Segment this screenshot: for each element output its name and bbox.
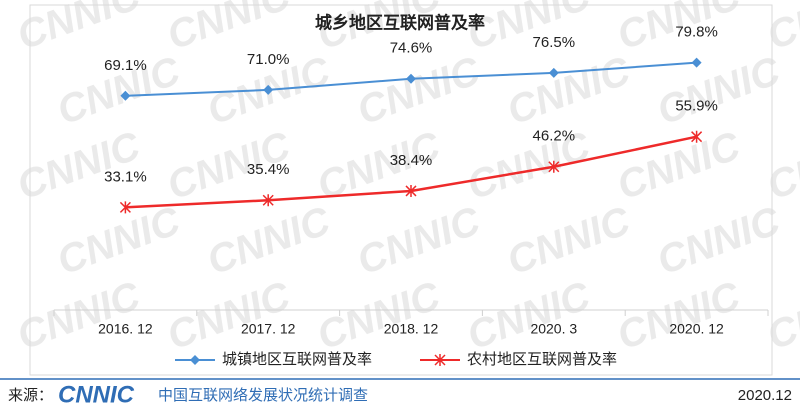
marker <box>119 201 131 214</box>
data-label: 35.4% <box>247 161 290 178</box>
chart-title: 城乡地区互联网普及率 <box>315 12 485 32</box>
data-label: 55.9% <box>675 98 718 115</box>
legend-marker <box>190 355 200 365</box>
watermark: CNNIC <box>612 273 747 358</box>
watermark: CNNIC <box>162 0 297 58</box>
watermark: CNNIC <box>502 48 637 133</box>
watermark: CNNIC <box>312 273 447 358</box>
data-label: 46.2% <box>533 128 576 145</box>
footer-source-text: 中国互联网络发展状况统计调查 <box>158 387 368 404</box>
marker <box>263 84 274 95</box>
watermark: CNNIC <box>762 273 800 358</box>
data-label: 74.6% <box>390 40 433 57</box>
footer-logo: CNNIC <box>58 381 135 408</box>
data-label: 69.1% <box>104 57 147 74</box>
watermark: CNNIC <box>12 0 147 58</box>
data-label: 76.5% <box>533 34 576 51</box>
watermark: CNNIC <box>12 123 147 208</box>
watermark: CNNIC <box>52 198 187 283</box>
watermark: CNNIC <box>162 273 297 358</box>
watermark: CNNIC <box>352 48 487 133</box>
data-label: 33.1% <box>104 168 147 185</box>
marker <box>120 90 131 101</box>
x-tick-label: 2017. 12 <box>241 321 296 337</box>
x-tick-label: 2020. 3 <box>530 321 577 337</box>
marker <box>691 130 703 143</box>
x-tick-label: 2020. 12 <box>669 321 724 337</box>
watermark: CNNIC <box>12 273 147 358</box>
footer-source-label: 来源： <box>8 387 53 404</box>
legend-label: 农村地区互联网普及率 <box>467 351 617 368</box>
data-label: 71.0% <box>247 51 290 68</box>
x-tick-label: 2016. 12 <box>98 321 153 337</box>
marker <box>691 57 702 68</box>
watermark: CNNIC <box>352 198 487 283</box>
data-label: 79.8% <box>675 24 718 41</box>
marker <box>405 184 417 197</box>
watermark: CNNIC <box>462 123 597 208</box>
watermark: CNNIC <box>652 48 787 133</box>
x-tick-label: 2018. 12 <box>384 321 439 337</box>
marker <box>406 73 416 84</box>
watermark: CNNIC <box>652 198 787 283</box>
legend-marker <box>434 354 446 366</box>
footer-date: 2020.12 <box>738 387 792 404</box>
watermark: CNNIC <box>202 198 337 283</box>
marker <box>548 67 559 78</box>
data-label: 38.4% <box>390 152 433 169</box>
chart-frame <box>29 4 773 376</box>
marker <box>262 194 274 207</box>
watermark: CNNIC <box>612 123 747 208</box>
watermark: CNNIC <box>502 198 637 283</box>
legend-label: 城镇地区互联网普及率 <box>222 351 372 368</box>
watermark: CNNIC <box>762 123 800 208</box>
marker <box>548 160 560 173</box>
